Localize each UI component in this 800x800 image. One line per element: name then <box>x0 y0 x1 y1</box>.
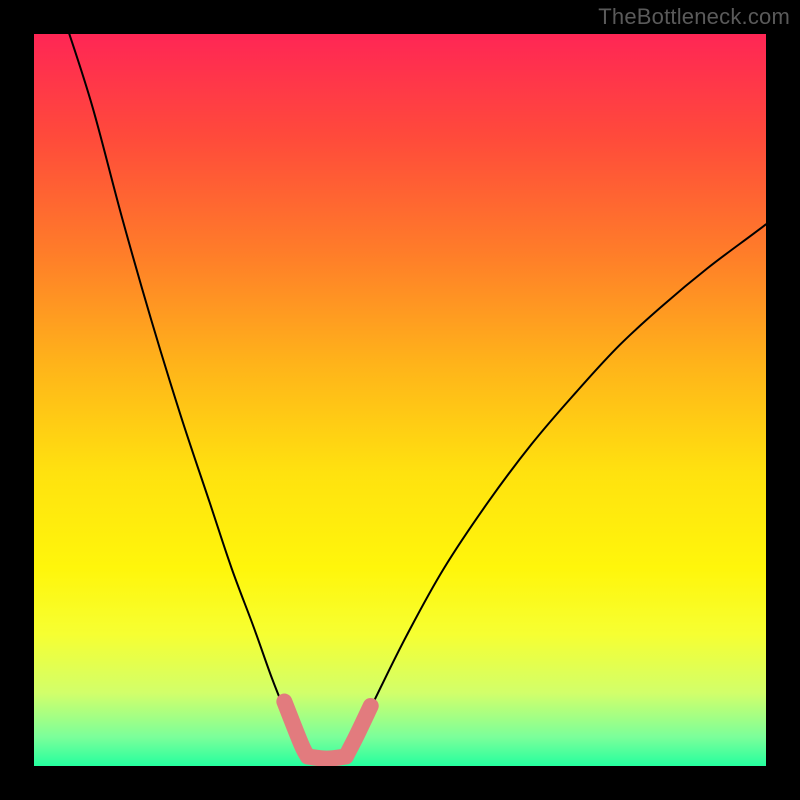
watermark-text: TheBottleneck.com <box>598 4 790 30</box>
bottleneck-curve-chart <box>0 0 800 800</box>
chart-svg <box>0 0 800 800</box>
plot-background-gradient <box>34 34 766 766</box>
